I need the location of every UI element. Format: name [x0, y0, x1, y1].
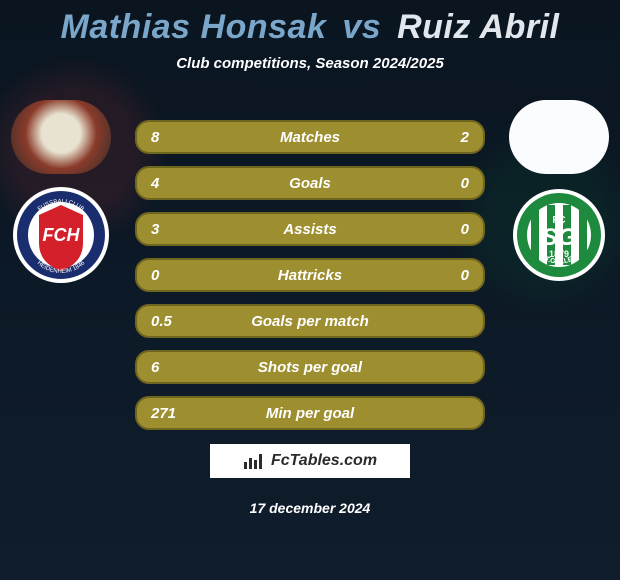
fch-shield-text: FCH — [43, 225, 81, 245]
title-player1: Mathias Honsak — [61, 8, 327, 46]
stat-value-left: 3 — [151, 221, 159, 238]
right-column: FC SG 1879 ST.GALLEN — [504, 100, 614, 276]
stats-list: 8Matches24Goals03Assists00Hattricks00.5G… — [135, 120, 485, 430]
player2-club-crest: FC SG 1879 ST.GALLEN — [509, 194, 609, 276]
footer-site-badge: FcTables.com — [210, 444, 410, 478]
stat-value-right: 0 — [461, 267, 469, 284]
fcsg-crest-icon: FC SG 1879 ST.GALLEN — [509, 185, 609, 285]
fch-crest-icon: FCH FUSSBALLCLUB HEIDENHEIM 1846 — [11, 185, 111, 285]
fcsg-year-text: 1879 — [549, 249, 569, 259]
left-column: FCH FUSSBALLCLUB HEIDENHEIM 1846 — [6, 100, 116, 276]
stat-label: Goals per match — [137, 313, 483, 330]
player2-avatar — [509, 100, 609, 174]
footer-site-text: FcTables.com — [271, 452, 377, 470]
subtitle: Club competitions, Season 2024/2025 — [0, 55, 620, 72]
title: Mathias Honsak vs Ruiz Abril — [0, 0, 620, 47]
stat-row: 271Min per goal — [135, 396, 485, 430]
stat-label: Goals — [137, 175, 483, 192]
stat-label: Hattricks — [137, 267, 483, 284]
bars-icon — [243, 452, 265, 470]
comparison-card: Mathias Honsak vs Ruiz Abril Club compet… — [0, 0, 620, 580]
stat-value-left: 0.5 — [151, 313, 172, 330]
fcsg-sg-text: SG — [542, 224, 577, 251]
stat-value-right: 2 — [461, 129, 469, 146]
stat-row: 4Goals0 — [135, 166, 485, 200]
stat-value-right: 0 — [461, 175, 469, 192]
date-text: 17 december 2024 — [0, 500, 620, 516]
stat-label: Shots per goal — [137, 359, 483, 376]
title-vs: vs — [342, 8, 381, 46]
stat-value-left: 4 — [151, 175, 159, 192]
stat-label: Min per goal — [137, 405, 483, 422]
stat-row: 0.5Goals per match — [135, 304, 485, 338]
stat-value-left: 0 — [151, 267, 159, 284]
stat-row: 0Hattricks0 — [135, 258, 485, 292]
stat-value-right: 0 — [461, 221, 469, 238]
stat-label: Matches — [137, 129, 483, 146]
stat-row: 8Matches2 — [135, 120, 485, 154]
player1-club-crest: FCH FUSSBALLCLUB HEIDENHEIM 1846 — [11, 194, 111, 276]
stat-row: 3Assists0 — [135, 212, 485, 246]
title-player2: Ruiz Abril — [397, 8, 559, 46]
player1-avatar — [11, 100, 111, 174]
stat-value-left: 6 — [151, 359, 159, 376]
stat-value-left: 8 — [151, 129, 159, 146]
stat-row: 6Shots per goal — [135, 350, 485, 384]
stat-value-left: 271 — [151, 405, 176, 422]
stat-label: Assists — [137, 221, 483, 238]
